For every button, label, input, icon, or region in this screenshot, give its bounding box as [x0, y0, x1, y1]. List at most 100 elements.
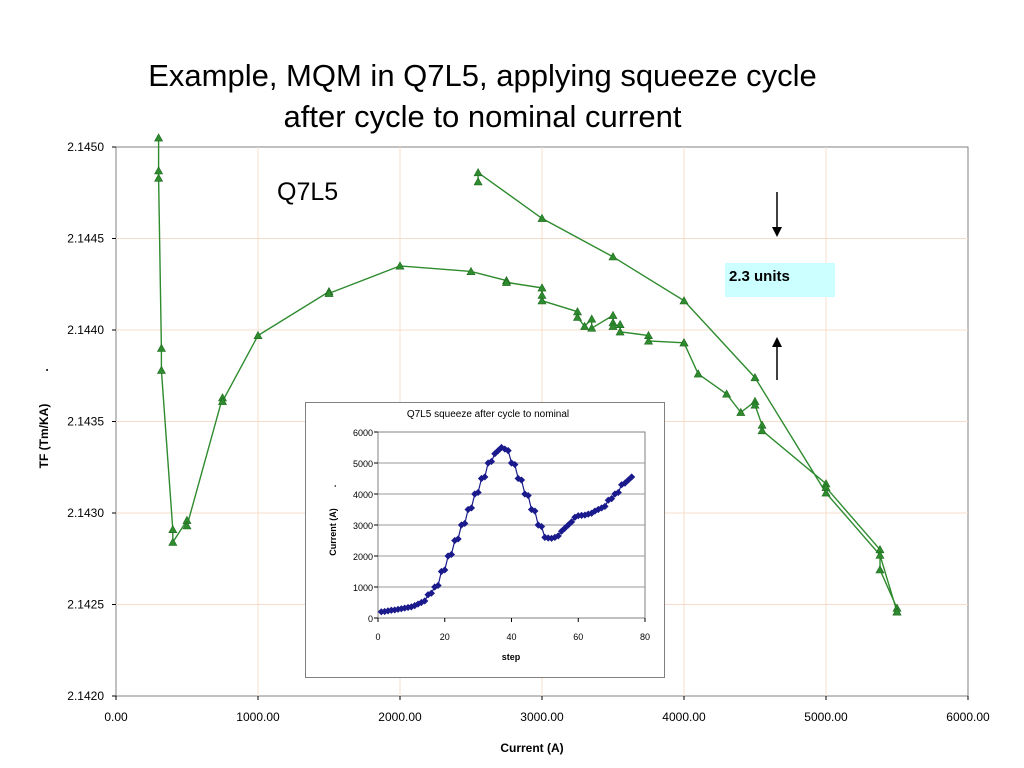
main-data-point: [750, 372, 760, 382]
main-data-point: [757, 426, 767, 435]
inset-data-point: [474, 488, 482, 497]
main-data-point: [395, 261, 405, 270]
main-data-point: [253, 330, 263, 339]
main-y-tick-label: 2.1445: [67, 232, 104, 246]
inset-y-tick-label: 6000: [353, 428, 373, 438]
inset-data-point: [521, 490, 529, 498]
slide-title: Example, MQM in Q7L5, applying squeeze c…: [0, 55, 965, 137]
inset-x-axis-title: step: [502, 652, 521, 662]
main-data-point: [466, 266, 476, 275]
main-data-point: [580, 321, 590, 330]
main-x-tick-label: 4000.00: [662, 710, 706, 724]
main-data-point: [537, 213, 547, 222]
main-data-point: [608, 321, 618, 330]
main-data-point: [587, 314, 597, 323]
inset-y-tick-label: 4000: [353, 490, 373, 500]
main-data-point: [501, 277, 512, 286]
main-data-point: [875, 550, 885, 559]
inset-grid: [378, 462, 645, 588]
down-arrow: [772, 192, 782, 237]
inset-data-point: [407, 603, 415, 611]
inset-y-tick-label: 2000: [353, 552, 373, 562]
main-data-point: [608, 252, 618, 261]
main-data-point: [736, 407, 746, 416]
main-x-tick-label: 6000.00: [946, 710, 990, 724]
main-y-tick-label: 2.1435: [67, 415, 104, 429]
slide-title-line-1: Example, MQM in Q7L5, applying squeeze c…: [148, 58, 817, 93]
inset-data-point: [471, 490, 479, 498]
main-x-tick-label: 1000.00: [236, 710, 280, 724]
inset-title: Q7L5 squeeze after cycle to nominal: [407, 409, 569, 420]
inset-y-ticks: 0 1000 2000 3000 4000 5000 6000: [353, 428, 378, 624]
inset-data-point: [497, 443, 506, 452]
main-data-point: [473, 177, 483, 186]
main-data-point: [679, 296, 689, 305]
inset-y-tick-label: 3000: [353, 521, 373, 531]
main-data-point: [615, 327, 625, 336]
inset-data-point: [524, 491, 532, 500]
magnet-label: Q7L5: [277, 178, 338, 206]
inset-data-point: [611, 490, 619, 498]
inset-x-tick-label: 60: [573, 632, 583, 642]
inset-data-point: [391, 606, 399, 614]
main-series: [154, 133, 902, 616]
main-y-ticks: 2.1420 2.1425 2.1430 2.1435 2.1440 2.1445 2.14…: [67, 140, 116, 703]
main-x-tick-label: 5000.00: [804, 710, 848, 724]
inset-data-point: [577, 511, 586, 519]
main-y-tick-label: 2.1440: [67, 323, 104, 337]
main-data-point: [324, 288, 334, 297]
main-data-point: [156, 365, 166, 374]
main-x-axis-title: Current (A): [500, 741, 563, 755]
main-data-point: [750, 400, 760, 409]
inset-data-point: [564, 521, 572, 529]
main-x-tick-label: 3000.00: [520, 710, 564, 724]
inset-data-point: [531, 507, 539, 515]
inset-data-point: [441, 566, 449, 574]
inset-data-point: [514, 474, 522, 483]
main-data-point: [154, 133, 164, 142]
inset-x-tick-label: 80: [640, 632, 650, 642]
note-box: [725, 263, 835, 297]
main-data-point: [722, 389, 732, 398]
note-text: 2.3 units: [729, 268, 790, 285]
inset-data-point: [628, 473, 636, 481]
inset-data-point: [561, 524, 569, 532]
main-data-point: [587, 323, 597, 332]
main-data-point: [892, 607, 902, 616]
main-data-point: [217, 396, 228, 405]
inset-data-point: [604, 496, 612, 504]
inset-y-axis-marker: .: [328, 485, 338, 488]
main-data-point: [168, 537, 178, 546]
main-data-point: [537, 296, 547, 305]
main-y-axis-title: TF (Tm/KA): [37, 404, 51, 469]
inset-x-ticks: 0 20 40 60 80: [375, 618, 650, 642]
inset-data-point: [464, 505, 472, 514]
main-y-tick-label: 2.1425: [67, 598, 104, 612]
inset-data-point: [574, 512, 582, 520]
inset-y-tick-label: 0: [368, 614, 373, 624]
main-data-point: [821, 488, 831, 497]
main-data-point: [679, 338, 689, 347]
main-y-axis-marker: .: [37, 368, 51, 371]
inset-data-point: [571, 513, 579, 521]
inset-data-point: [484, 459, 492, 467]
main-y-tick-label: 2.1450: [67, 140, 104, 154]
main-data-point: [572, 312, 583, 321]
inset-x-tick-label: 20: [440, 632, 450, 642]
inset-data-point: [557, 527, 566, 535]
main-data-point: [643, 336, 654, 345]
up-arrow: [772, 337, 782, 380]
inset-x-tick-label: 0: [375, 632, 380, 642]
main-data-point: [693, 369, 703, 378]
main-data-point: [156, 343, 166, 352]
slide-title-line-2: after cycle to nominal current: [283, 99, 682, 134]
inset-data-point: [588, 509, 596, 517]
main-data-point: [473, 168, 483, 177]
main-data-point: [154, 173, 164, 182]
inset-y-tick-label: 1000: [353, 583, 373, 593]
main-x-ticks: 0.00 1000.00 2000.00 3000.00 4000.00 5000.00 6…: [104, 696, 990, 724]
inset-data-point: [477, 474, 486, 483]
main-data-point: [182, 521, 192, 530]
inset-x-tick-label: 40: [506, 632, 516, 642]
main-x-tick-label: 0.00: [104, 710, 128, 724]
